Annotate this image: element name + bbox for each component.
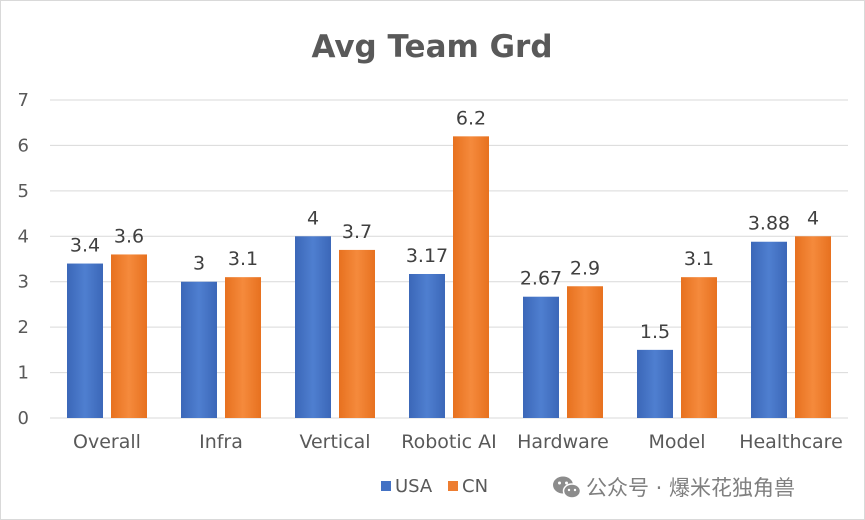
data-label: 3 xyxy=(193,253,205,275)
data-label: 4 xyxy=(807,207,819,229)
bar-usa-model xyxy=(637,349,673,418)
legend-label-cn: CN xyxy=(462,476,488,497)
watermark: 公众号 · 爆米花独角兽 xyxy=(553,476,795,500)
y-tick-label: 5 xyxy=(18,181,29,202)
y-tick-label: 6 xyxy=(18,135,29,156)
data-labels: 3.4 3.6 3 3.1 4 3.7 3.17 6.2 2.67 2.9 1.5 3.1 3.88 4 xyxy=(70,107,819,343)
bar-cn-healthcare xyxy=(795,236,831,418)
bar-cn-hardware xyxy=(567,286,603,418)
legend-label-usa: USA xyxy=(395,476,433,497)
data-label: 3.88 xyxy=(748,213,790,235)
bar-cn-infra xyxy=(225,277,261,418)
data-label: 4 xyxy=(307,207,319,229)
x-category-label: Model xyxy=(648,431,705,453)
x-category-label: Infra xyxy=(199,431,243,453)
legend-swatch-cn xyxy=(448,481,458,491)
data-label: 3.1 xyxy=(228,248,258,270)
x-category-label: Overall xyxy=(73,431,141,453)
bar-usa-overall xyxy=(67,263,103,418)
data-label: 2.9 xyxy=(570,257,600,279)
watermark-text: 公众号 · 爆米花独角兽 xyxy=(586,476,795,500)
bar-usa-robotic-ai xyxy=(409,273,445,418)
chart-title: Avg Team Grd xyxy=(311,29,552,65)
gridlines xyxy=(50,99,848,419)
y-tick-label: 4 xyxy=(18,226,29,247)
x-category-label: Hardware xyxy=(517,431,609,453)
data-label: 3.4 xyxy=(70,235,100,257)
bar-usa-hardware xyxy=(523,296,559,418)
y-tick-label: 7 xyxy=(18,90,29,111)
data-label: 3.1 xyxy=(684,248,714,270)
bar-cn-model xyxy=(681,277,717,418)
bar-usa-infra xyxy=(181,281,217,418)
data-label: 3.17 xyxy=(406,245,448,267)
legend-swatch-usa xyxy=(381,481,391,491)
y-axis-ticks: 0 1 2 3 4 5 6 7 xyxy=(18,90,29,429)
x-category-label: Healthcare xyxy=(739,431,843,453)
y-tick-label: 1 xyxy=(18,363,29,384)
y-tick-label: 2 xyxy=(18,317,29,338)
data-label: 3.7 xyxy=(342,221,372,243)
y-tick-label: 3 xyxy=(18,272,29,293)
data-label: 3.6 xyxy=(114,225,144,247)
bar-cn-overall xyxy=(111,254,147,418)
legend: USA CN xyxy=(381,476,488,497)
data-label: 6.2 xyxy=(456,107,486,129)
bar-cn-vertical xyxy=(339,249,375,418)
y-tick-label: 0 xyxy=(18,408,29,429)
bar-usa-healthcare xyxy=(751,241,787,418)
bar-usa-vertical xyxy=(295,236,331,418)
x-category-label: Vertical xyxy=(299,431,370,453)
data-label: 2.67 xyxy=(520,268,562,290)
bars xyxy=(67,136,831,419)
bar-cn-robotic-ai xyxy=(453,136,489,419)
x-axis-categories: Overall Infra Vertical Robotic AI Hardware Mo… xyxy=(73,431,843,453)
data-label: 1.5 xyxy=(640,321,670,343)
wechat-icon xyxy=(553,476,582,499)
x-category-label: Robotic AI xyxy=(401,431,496,453)
